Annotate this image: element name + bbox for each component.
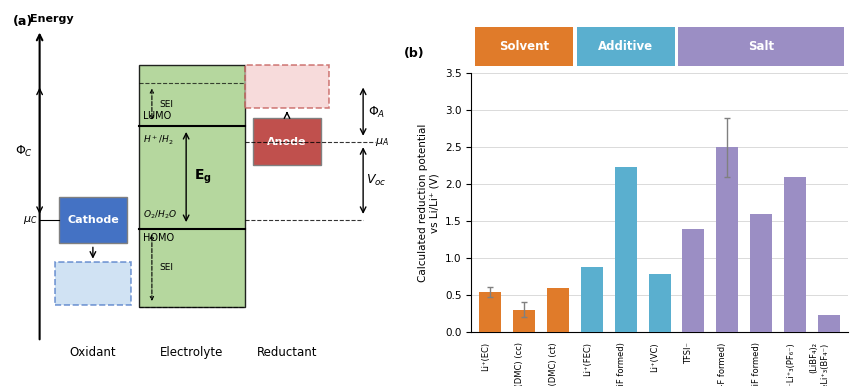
Y-axis label: Calculated reduction potential
vs Li/Li⁺ (V): Calculated reduction potential vs Li/Li⁺… [418,124,439,282]
Text: $\Phi_C$: $\Phi_C$ [16,144,34,159]
Bar [253,119,321,164]
Text: Li⁺(FEC): Li⁺(FEC) [583,342,592,376]
Text: $\mu_C$: $\mu_C$ [22,213,37,226]
Bar [649,274,670,332]
Text: Li⁺(DMC) (ct): Li⁺(DMC) (ct) [549,342,558,386]
Text: $\Phi_A$: $\Phi_A$ [368,105,385,120]
Bar [615,167,637,332]
Text: TFSI⁻: TFSI⁻ [684,342,694,364]
Bar [576,27,675,66]
Bar [750,214,772,332]
Text: (b): (b) [404,47,425,61]
Text: SEI: SEI [159,263,174,272]
Text: LUMO: LUMO [143,111,171,121]
Text: Reductant: Reductant [257,346,317,359]
Bar [682,229,704,332]
Bar [513,310,535,332]
Text: Li⁺(EC): Li⁺(EC) [481,342,490,371]
Text: HOMO: HOMO [143,233,174,243]
Bar [818,315,840,332]
Text: Electrolyte: Electrolyte [160,346,223,359]
Text: Anode: Anode [267,137,307,147]
Text: PF₆⁻Li⁺₃(PF₆⁻): PF₆⁻Li⁺₃(PF₆⁻) [786,342,795,386]
Text: Li⁺(DMC) (cc): Li⁺(DMC) (cc) [515,342,524,386]
Text: (Li⁺)₂TFSI⁻(Li-F formed): (Li⁺)₂TFSI⁻(Li-F formed) [718,342,727,386]
Text: Li⁺(FEC) (LiF formed): Li⁺(FEC) (LiF formed) [617,342,625,386]
Text: Solvent: Solvent [499,40,549,52]
FancyBboxPatch shape [245,65,329,108]
Bar [678,27,844,66]
FancyBboxPatch shape [54,262,131,305]
Text: (LiPF₆)₂ (LiF formed): (LiPF₆)₂ (LiF formed) [753,342,761,386]
Text: Cathode: Cathode [67,215,119,225]
Bar [59,196,127,243]
Text: $H^+/H_2$: $H^+/H_2$ [143,133,174,147]
Bar [475,27,573,66]
Bar [138,65,245,306]
Text: $\mu_A$: $\mu_A$ [375,135,389,147]
Text: Salt: Salt [748,40,774,52]
Bar [580,267,603,332]
Bar [547,288,569,332]
Text: Energy: Energy [30,14,74,24]
Text: SEI: SEI [159,100,174,109]
Text: $\mathbf{E_g}$: $\mathbf{E_g}$ [194,168,212,186]
Text: Li⁺(VC): Li⁺(VC) [650,342,660,372]
Text: $V_{oc}$: $V_{oc}$ [366,173,387,188]
Text: Oxidant: Oxidant [69,346,116,359]
Text: Additive: Additive [598,40,653,52]
Bar [716,147,739,332]
Text: (a): (a) [13,15,33,29]
Bar [479,292,501,332]
Text: $O_2/H_2O$: $O_2/H_2O$ [143,208,177,221]
Bar [785,177,806,332]
Text: (LiBF₄)₂
(BF₄⁻)₂Li⁺₃(BF₄⁻): (LiBF₄)₂ (BF₄⁻)₂Li⁺₃(BF₄⁻) [810,342,829,386]
